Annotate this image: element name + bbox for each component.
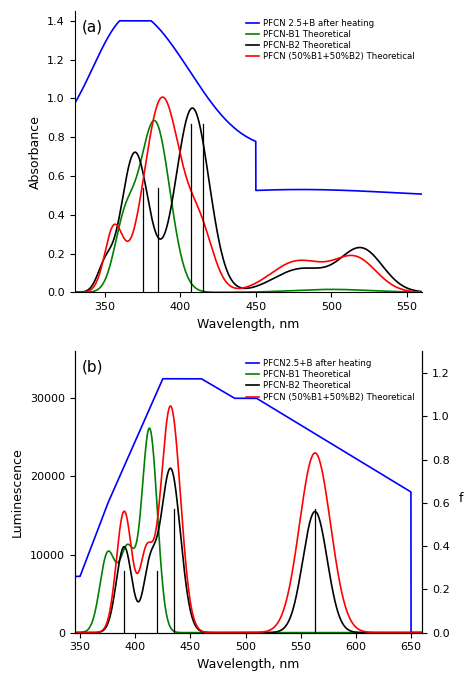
Text: (b): (b) <box>82 360 103 375</box>
Legend: PFCN2.5+B after heating, PFCN-B1 Theoretical, PFCN-B2 Theoretical, PFCN (50%B1+5: PFCN2.5+B after heating, PFCN-B1 Theoret… <box>243 356 418 405</box>
Text: (a): (a) <box>82 20 102 35</box>
X-axis label: Wavelength, nm: Wavelength, nm <box>197 318 300 331</box>
Y-axis label: f: f <box>458 492 463 505</box>
Legend: PFCN 2.5+B after heating, PFCN-B1 Theoretical, PFCN-B2 Theoretical, PFCN (50%B1+: PFCN 2.5+B after heating, PFCN-B1 Theore… <box>243 16 418 65</box>
X-axis label: Wavelength, nm: Wavelength, nm <box>197 658 300 671</box>
Y-axis label: Absorbance: Absorbance <box>28 115 42 189</box>
Y-axis label: Luminescence: Luminescence <box>11 447 24 537</box>
